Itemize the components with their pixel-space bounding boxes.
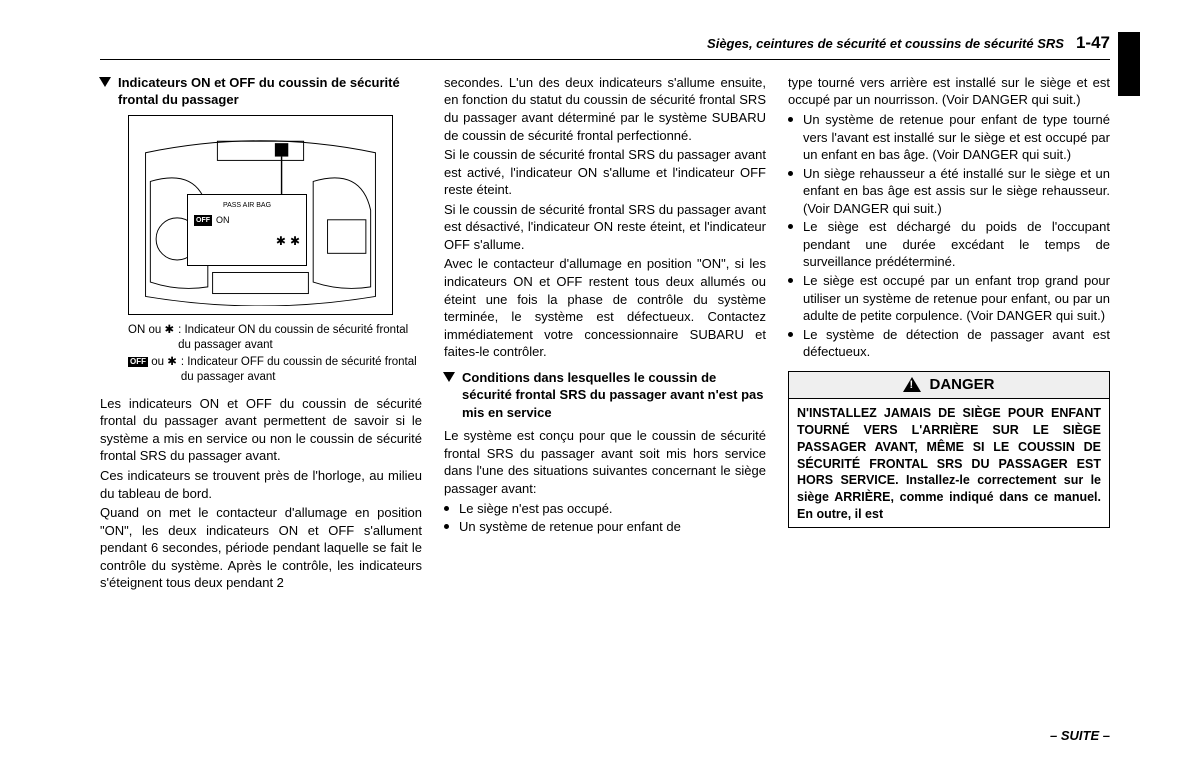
bullet-icon	[788, 117, 793, 122]
side-tab	[1118, 32, 1140, 96]
figure-legend: ON ou ✱ : Indicateur ON du coussin de sé…	[128, 323, 422, 385]
danger-box: DANGER N'INSTALLEZ JAMAIS DE SIÈGE POUR …	[788, 371, 1110, 528]
triangle-icon	[443, 372, 455, 382]
column-3: type tourné vers arrière est installé su…	[788, 74, 1110, 594]
callout-off-badge: OFF	[194, 215, 212, 226]
col2-heading-text: Conditions dans lesquelles le coussin de…	[462, 369, 766, 422]
triangle-icon	[99, 77, 111, 87]
col3-p1: type tourné vers arrière est installé su…	[788, 74, 1110, 109]
bullet-text: Le siège n'est pas occupé.	[459, 500, 766, 518]
bullet-item: Le siège est occupé par un enfant trop g…	[788, 272, 1110, 325]
bullet-item: Le siège n'est pas occupé.	[444, 500, 766, 518]
legend-on-prefix: ON ou ✱	[128, 323, 174, 353]
col2-heading: Conditions dans lesquelles le coussin de…	[444, 369, 766, 422]
col1-p2: Ces indicateurs se trouvent près de l'ho…	[100, 467, 422, 502]
bullet-icon	[788, 171, 793, 176]
suite-label: – SUITE –	[1050, 727, 1110, 745]
bullet-text: Le siège est déchargé du poids de l'occu…	[803, 218, 1110, 271]
bullet-item: Un système de retenue pour enfant de typ…	[788, 111, 1110, 164]
airbag-icon: ✱	[276, 233, 286, 249]
warning-icon	[903, 377, 921, 392]
bullet-icon	[444, 506, 449, 511]
col1-p1: Les indicateurs ON et OFF du coussin de …	[100, 395, 422, 465]
col2-p4: Avec le contacteur d'allumage en positio…	[444, 255, 766, 360]
bullet-text: Un siège rehausseur a été installé sur l…	[803, 165, 1110, 218]
header-page: 1-47	[1076, 32, 1110, 55]
col2-p5: Le système est conçu pour que le coussin…	[444, 427, 766, 497]
bullet-item: Le siège est déchargé du poids de l'occu…	[788, 218, 1110, 271]
bullet-icon	[788, 278, 793, 283]
col1-heading: Indicateurs ON et OFF du coussin de sécu…	[100, 74, 422, 109]
legend-off-prefix: OFF ou ✱	[128, 355, 177, 385]
col2-p3: Si le coussin de sécurité frontal SRS du…	[444, 201, 766, 254]
callout-on-label: ON	[216, 214, 230, 226]
col1-p3: Quand on met le contacteur d'allumage en…	[100, 504, 422, 592]
danger-title: DANGER	[929, 375, 994, 395]
bullet-item: Un système de retenue pour enfant de	[444, 518, 766, 536]
danger-body: N'INSTALLEZ JAMAIS DE SIÈGE POUR ENFANT …	[789, 399, 1109, 527]
column-1: Indicateurs ON et OFF du coussin de sécu…	[100, 74, 422, 594]
bullet-item: Un siège rehausseur a été installé sur l…	[788, 165, 1110, 218]
bullet-icon	[788, 332, 793, 337]
header-title: Sièges, ceintures de sécurité et coussin…	[707, 35, 1064, 53]
col1-heading-text: Indicateurs ON et OFF du coussin de sécu…	[118, 74, 422, 109]
bullet-text: Le système de détection de passager avan…	[803, 326, 1110, 361]
bullet-icon	[788, 224, 793, 229]
page-header: Sièges, ceintures de sécurité et coussin…	[100, 32, 1110, 60]
legend-off-text: : Indicateur OFF du coussin de sécurité …	[181, 355, 422, 385]
bullet-text: Un système de retenue pour enfant de	[459, 518, 766, 536]
bullet-icon	[444, 524, 449, 529]
column-2: secondes. L'un des deux indicateurs s'al…	[444, 74, 766, 594]
callout-box: PASS AIR BAG OFF ON ✱ ✱	[187, 194, 307, 266]
bullet-text: Le siège est occupé par un enfant trop g…	[803, 272, 1110, 325]
col2-p2: Si le coussin de sécurité frontal SRS du…	[444, 146, 766, 199]
callout-title: PASS AIR BAG	[194, 201, 300, 210]
bullet-item: Le système de détection de passager avan…	[788, 326, 1110, 361]
bullet-text: Un système de retenue pour enfant de typ…	[803, 111, 1110, 164]
content-columns: Indicateurs ON et OFF du coussin de sécu…	[100, 74, 1110, 594]
airbag-icon: ✱	[290, 233, 300, 249]
legend-on-text: : Indicateur ON du coussin de sécurité f…	[178, 323, 422, 353]
dashboard-figure: PASS AIR BAG OFF ON ✱ ✱	[128, 115, 393, 315]
col2-p1: secondes. L'un des deux indicateurs s'al…	[444, 74, 766, 144]
danger-header: DANGER	[789, 372, 1109, 399]
